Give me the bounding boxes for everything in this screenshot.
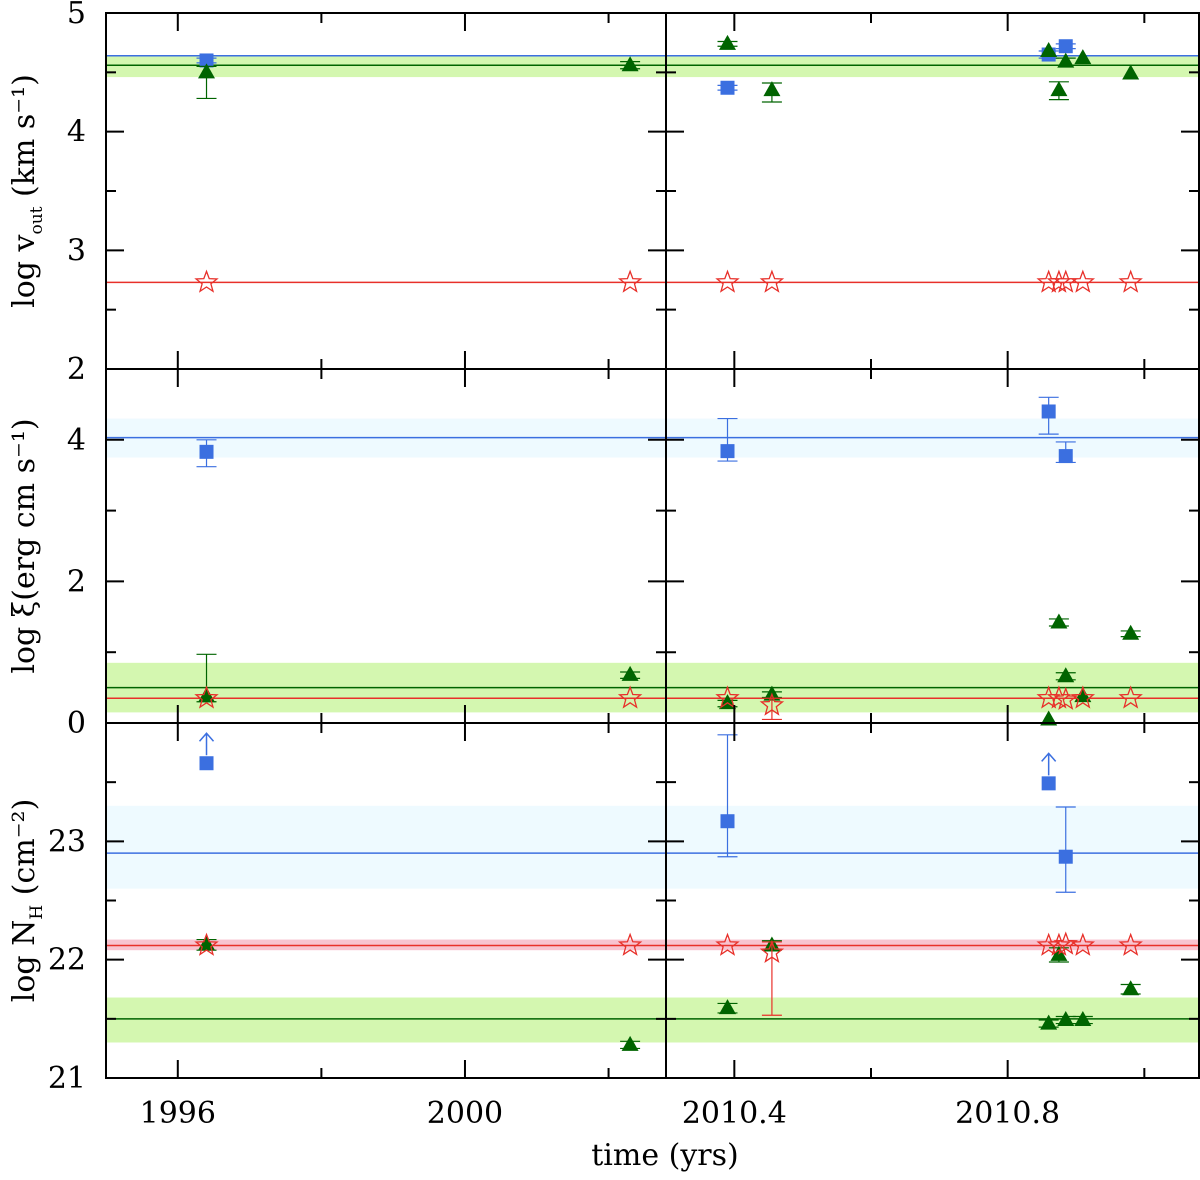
- vout-green-triangle-point: [1122, 64, 1140, 80]
- nh-green-triangle-point: [1074, 1011, 1092, 1027]
- xi-green-triangle-point: [1122, 624, 1140, 640]
- vout-green-band: [106, 55, 1199, 78]
- vout-green-triangle-point: [621, 56, 639, 72]
- xi-green-triangle-point: [1057, 667, 1075, 683]
- vout-red-star-point: [715, 269, 740, 293]
- vout-blue-square-point: [720, 80, 735, 95]
- x-tick-label: 2010.8: [955, 1096, 1060, 1131]
- nh-red-star-point: [759, 939, 785, 963]
- vout-red-star-point: [617, 269, 643, 293]
- nh-red-star-point: [715, 932, 740, 956]
- nh-green-band: [106, 997, 1199, 1043]
- xi-blue-square-point: [199, 444, 214, 459]
- nh-blue-band: [106, 805, 1199, 889]
- panel-frame-layer: [105, 12, 1200, 1079]
- vout-green-triangle-point: [198, 63, 216, 79]
- y-tick-label: 4: [67, 115, 86, 150]
- band-layer: [106, 55, 1199, 1043]
- vout-red-star-point: [759, 269, 785, 293]
- vout-green-triangle-point: [763, 81, 781, 97]
- vout-red-star-point: [1118, 269, 1143, 293]
- x-tick-label: 2010.4: [682, 1096, 787, 1131]
- xi-red-star-point: [1046, 685, 1072, 709]
- nh-green-triangle-point: [1040, 1014, 1058, 1030]
- vout-blue-square-point: [199, 53, 214, 68]
- data-point-layer: [194, 34, 1143, 1051]
- nh-blue-square-point: [720, 814, 735, 829]
- xi-red-star-point: [194, 685, 219, 709]
- vout-red-star-point: [1070, 269, 1096, 293]
- xi-red-star-point: [715, 685, 740, 709]
- xi-green-triangle-point: [1040, 710, 1058, 726]
- vout-green-triangle-point: [1040, 41, 1058, 57]
- y-tick-label: 5: [67, 0, 86, 31]
- nh-blue-square-point: [1041, 776, 1056, 791]
- vout-green-triangle-point: [1074, 49, 1092, 65]
- y-tick-label: 3: [67, 233, 86, 268]
- x-tick-label: 2000: [427, 1096, 503, 1131]
- y-tick-label: 23: [48, 824, 86, 859]
- xi-blue-square-point: [1058, 449, 1073, 464]
- nh-red-star-point: [194, 932, 219, 956]
- xi-red-star-point: [759, 692, 785, 716]
- vout-green-triangle-point: [1050, 81, 1068, 97]
- xi-y-axis-label: log ξ(erg cm s⁻¹): [7, 418, 42, 673]
- nh-red-star-point: [617, 932, 643, 956]
- x-axis-label: time (yrs): [591, 1138, 738, 1173]
- nh-lower-limit-arrow: [1041, 752, 1057, 776]
- nh-green-triangle-point: [1057, 1011, 1075, 1027]
- xi-green-triangle-point: [1074, 687, 1092, 703]
- x-tick-label: 1996: [140, 1096, 216, 1131]
- xi-red-star-point: [1070, 685, 1096, 709]
- vout-y-axis-label: log vout (km s⁻¹): [7, 74, 47, 308]
- nh-y-axis-label: log NH (cm⁻²): [7, 799, 47, 1003]
- y-tick-label: 2: [67, 564, 86, 599]
- nh-red-star-point: [1070, 932, 1096, 956]
- xi-green-triangle-point: [1050, 613, 1068, 629]
- nh-red-star-point: [1046, 932, 1072, 956]
- y-tick-label: 22: [48, 943, 86, 978]
- nh-red-star-point: [1118, 932, 1143, 956]
- nh-green-triangle-point: [1122, 980, 1140, 996]
- vout-green-triangle-point: [719, 34, 736, 50]
- vout-red-star-point: [194, 269, 219, 293]
- xi-green-triangle-point: [621, 665, 639, 681]
- nh-green-triangle-point: [621, 1035, 639, 1051]
- y-tick-label: 21: [48, 1061, 86, 1096]
- tick-layer: [106, 12, 1199, 1079]
- y-tick-label: 2: [67, 352, 86, 387]
- vout-green-triangle-point: [1057, 52, 1075, 68]
- nh-blue-square-point: [199, 756, 214, 771]
- xi-blue-square-point: [1041, 404, 1056, 419]
- y-tick-label: 4: [67, 423, 86, 458]
- mean-line-layer: [106, 54, 1199, 1020]
- nh-lower-limit-arrow: [198, 732, 215, 756]
- vout-blue-square-point: [1058, 39, 1073, 54]
- xi-red-star-point: [617, 685, 643, 709]
- nh-green-triangle-point: [719, 999, 736, 1015]
- nh-blue-square-point: [1058, 849, 1073, 864]
- xi-blue-square-point: [720, 444, 735, 459]
- nh-red-star-point: [1053, 931, 1078, 955]
- vout-red-star-point: [1046, 269, 1072, 293]
- y-tick-label: 0: [67, 706, 86, 741]
- xi-red-star-point: [1118, 685, 1143, 709]
- xi-green-triangle-point: [198, 687, 216, 703]
